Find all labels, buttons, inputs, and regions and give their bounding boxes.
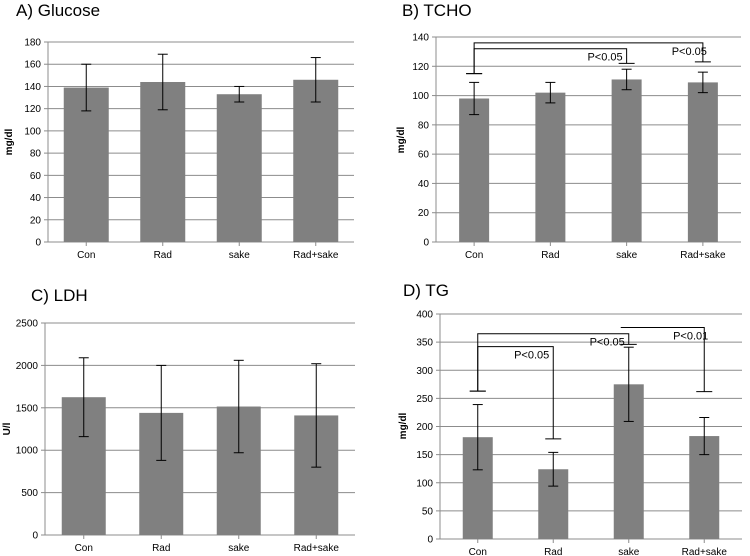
y-tick-label: 100: [24, 126, 41, 137]
x-tick-label: sake: [618, 547, 640, 556]
chart-panel-1: A) Glucose mg/dl 0 20 40 60 80 100 120 140 160 180 C…: [4, 1, 354, 261]
y-tick-label: 20: [418, 208, 430, 219]
x-tick-label: Con: [469, 547, 487, 556]
significance-label: P<0.01: [673, 331, 708, 343]
y-tick-label: 100: [416, 478, 433, 489]
y-tick-label: 1500: [16, 403, 39, 414]
y-tick-label: 250: [416, 394, 433, 405]
y-tick-label: 40: [30, 193, 42, 204]
x-tick-label: Rad+sake: [294, 543, 340, 554]
bar: [611, 79, 642, 242]
x-tick-label: sake: [616, 250, 638, 261]
y-tick-label: 2000: [16, 361, 39, 372]
y-tick-label: 180: [24, 38, 41, 49]
significance-bracket: [477, 333, 630, 392]
y-axis-label: mg/dl: [398, 412, 409, 439]
x-tick-label: Con: [75, 543, 93, 554]
chart-title: C) LDH: [31, 286, 88, 305]
y-tick-label: 120: [412, 62, 429, 73]
y-tick-label: 0: [35, 238, 41, 249]
x-tick-label: Rad: [152, 543, 170, 554]
y-tick-label: 60: [30, 171, 42, 182]
y-tick-label: 1000: [16, 446, 39, 457]
chart-title: A) Glucose: [16, 1, 100, 20]
y-tick-label: 0: [423, 238, 429, 249]
bar: [216, 94, 262, 242]
x-tick-label: Rad+sake: [680, 250, 726, 261]
significance-label: P<0.05: [514, 350, 549, 362]
y-tick-label: 60: [418, 150, 430, 161]
significance-bracket: [628, 327, 705, 392]
y-tick-label: 160: [24, 60, 41, 71]
x-tick-label: Rad: [154, 250, 172, 261]
x-tick-label: Con: [465, 250, 483, 261]
y-tick-label: 400: [416, 310, 433, 321]
x-tick-label: sake: [229, 250, 251, 261]
x-tick-label: Rad+sake: [293, 250, 339, 261]
y-tick-label: 140: [24, 82, 41, 93]
y-tick-label: 40: [418, 179, 430, 190]
y-tick-label: 0: [427, 535, 433, 546]
significance-label: P<0.05: [587, 52, 622, 64]
chart-panel-4: D) TG mg/dl 0 50 100 150 200 250 300 350 400 Con Rad…: [398, 281, 742, 556]
y-tick-label: 2500: [16, 319, 39, 330]
y-tick-label: 140: [412, 33, 429, 44]
significance-label: P<0.05: [590, 337, 625, 349]
y-tick-label: 500: [21, 488, 38, 499]
x-tick-label: Rad: [544, 547, 562, 556]
significance-label: P<0.05: [672, 46, 707, 58]
x-tick-label: Rad: [541, 250, 559, 261]
bar: [63, 87, 109, 242]
bar: [535, 92, 566, 243]
bar: [687, 82, 718, 243]
y-tick-label: 120: [24, 104, 41, 115]
y-tick-label: 200: [416, 422, 433, 433]
chart-title: B) TCHO: [402, 1, 472, 20]
chart-panel-3: C) LDH U/l 0 500 1000 1500 2000 2500 Con Rad sake R…: [2, 286, 355, 554]
y-axis-label: mg/dl: [396, 126, 407, 153]
y-tick-label: 20: [30, 215, 42, 226]
x-tick-label: Con: [77, 250, 95, 261]
bar: [293, 79, 339, 243]
y-tick-label: 300: [416, 366, 433, 377]
y-tick-label: 100: [412, 91, 429, 102]
significance-bracket: [473, 42, 704, 74]
chart-panel-2: B) TCHO mg/dl 0 20 40 60 80 100 120 140 Con Rad sake…: [396, 1, 741, 261]
chart-title: D) TG: [403, 281, 449, 300]
y-tick-label: 0: [32, 531, 38, 542]
y-tick-label: 80: [418, 120, 430, 131]
y-tick-label: 350: [416, 338, 433, 349]
y-axis-label: mg/dl: [4, 128, 15, 155]
x-tick-label: sake: [228, 543, 250, 554]
y-axis-label: U/l: [2, 422, 13, 435]
y-tick-label: 150: [416, 450, 433, 461]
y-tick-label: 80: [30, 149, 42, 160]
bar: [459, 98, 490, 242]
y-tick-label: 50: [422, 506, 434, 517]
x-tick-label: Rad+sake: [682, 547, 728, 556]
